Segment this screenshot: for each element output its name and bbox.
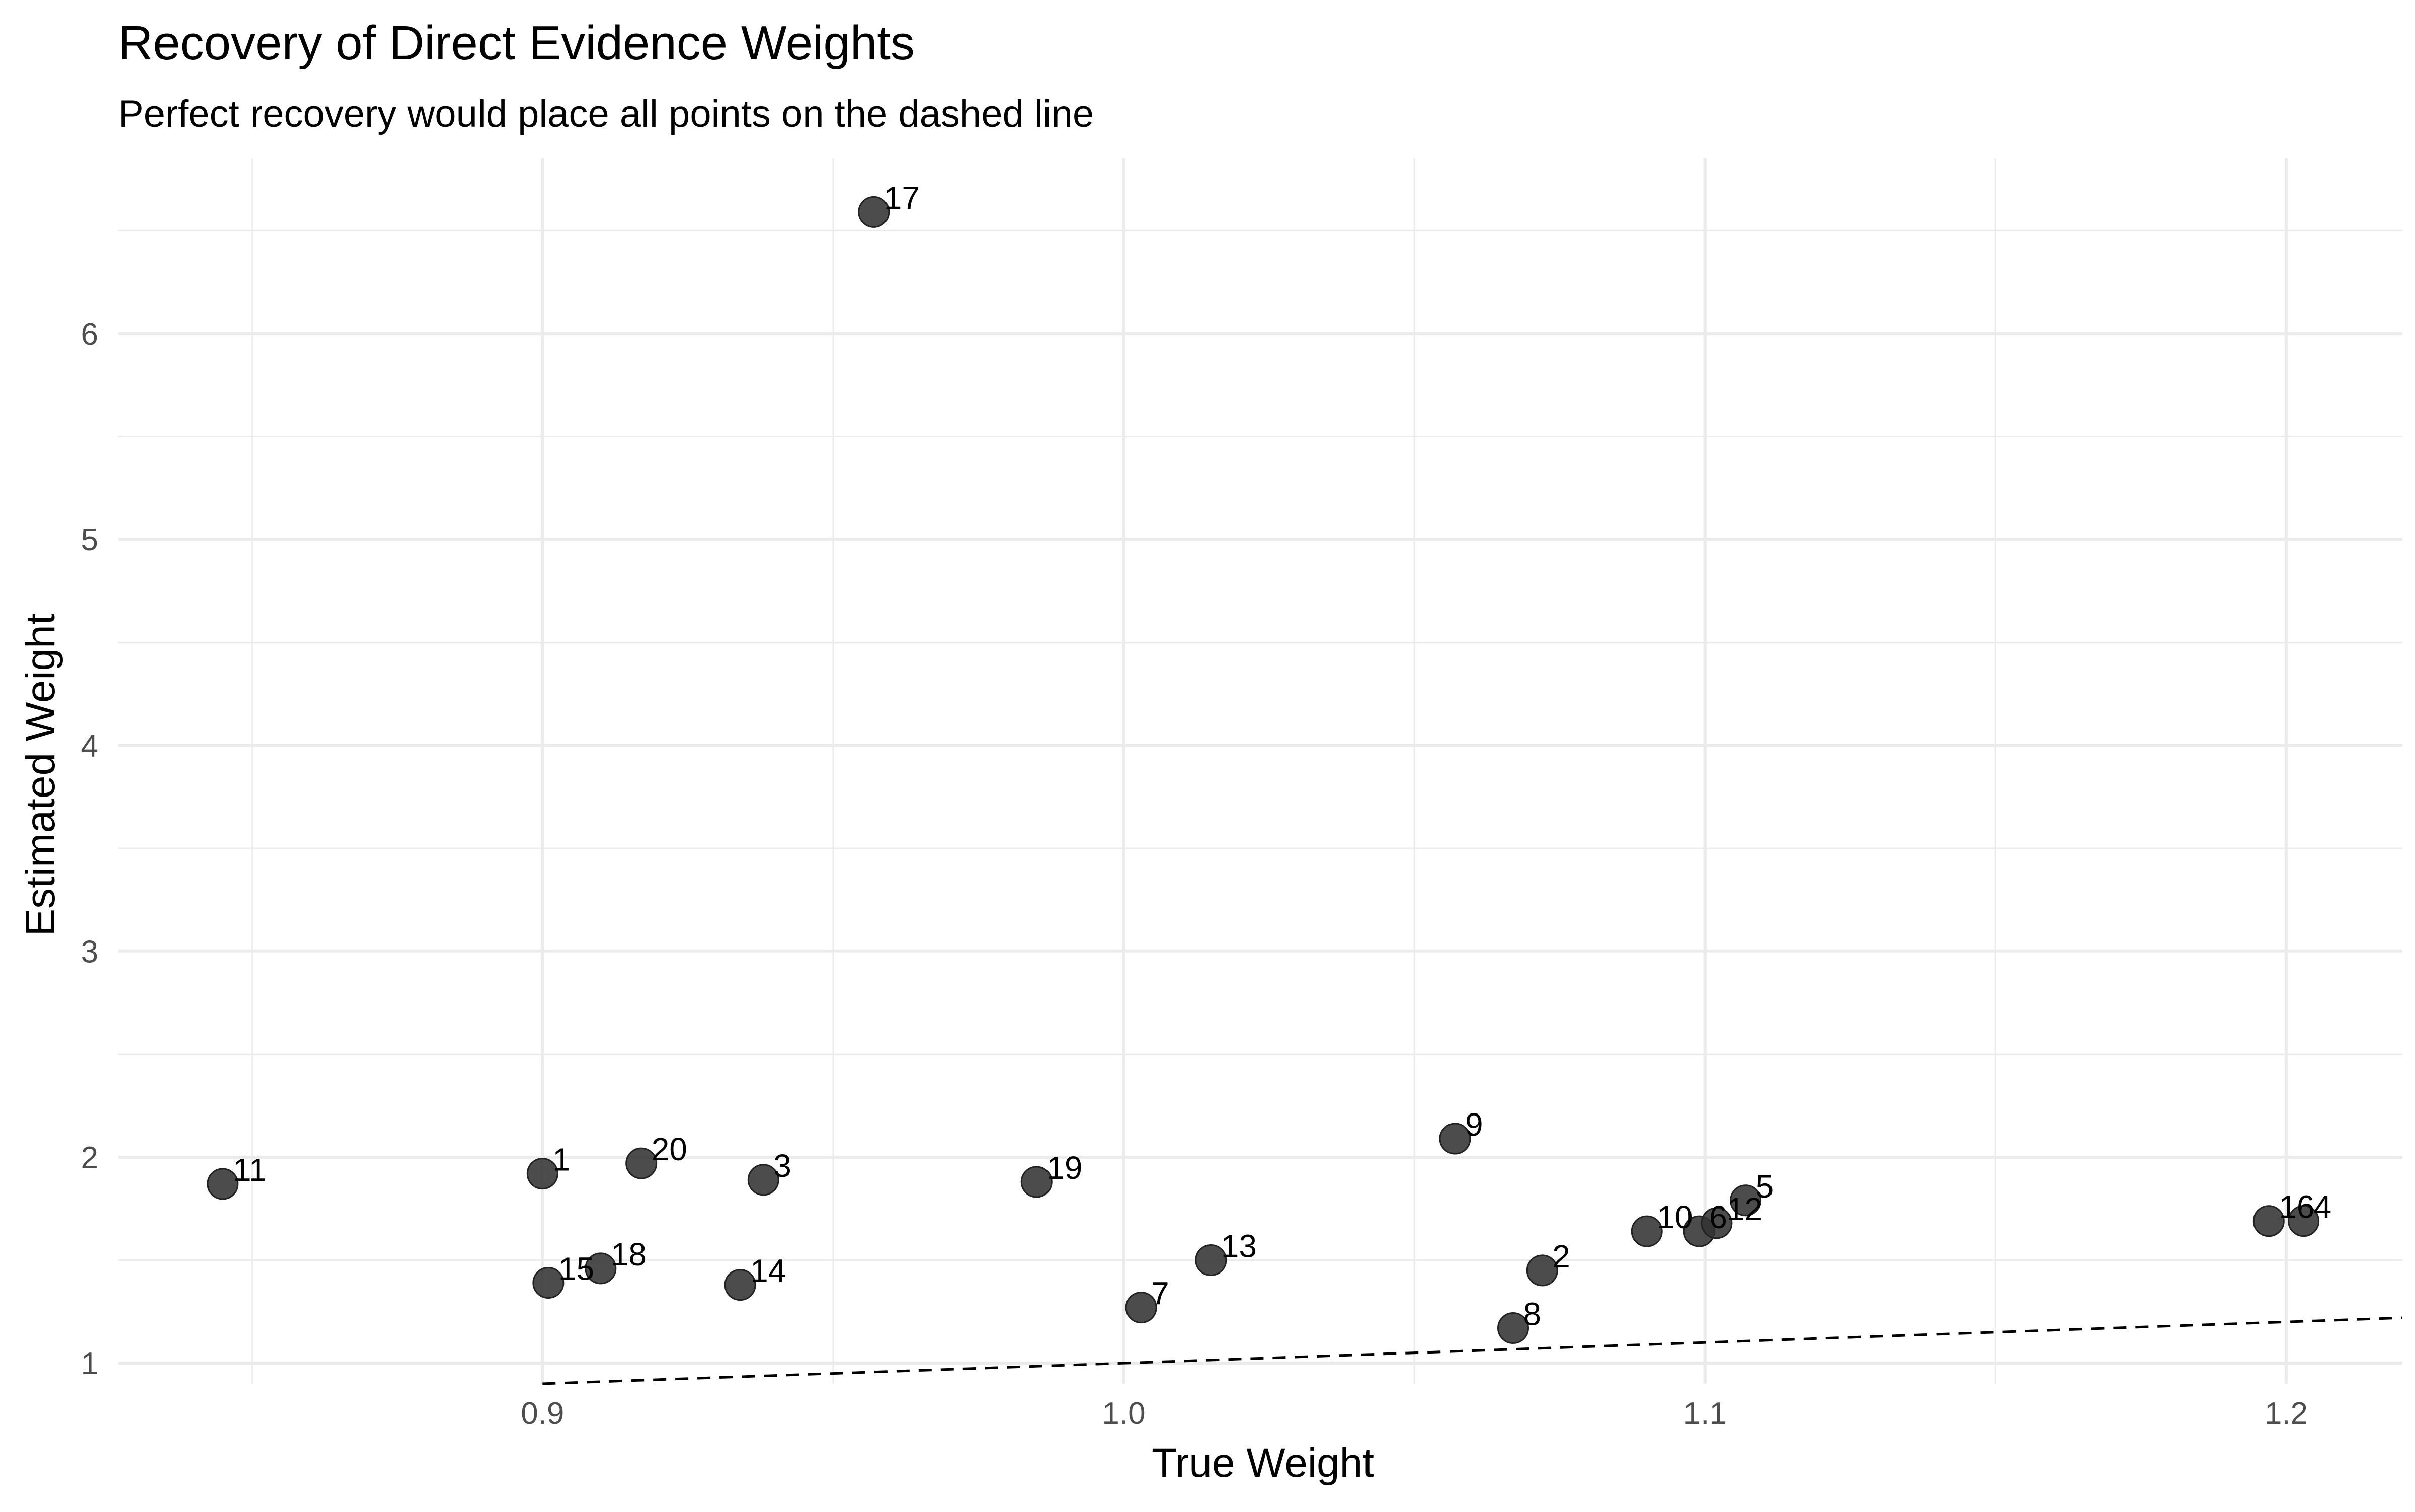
point-label-9: 9 <box>1465 1106 1483 1143</box>
point-label-7: 7 <box>1151 1276 1169 1312</box>
data-point-2 <box>1526 1254 1558 1287</box>
data-point-15 <box>532 1266 565 1299</box>
point-label-20: 20 <box>652 1131 687 1167</box>
data-point-19 <box>1020 1166 1053 1198</box>
point-label-13: 13 <box>1221 1228 1257 1264</box>
data-point-20 <box>625 1147 658 1179</box>
y-tick-label: 6 <box>81 317 98 352</box>
x-tick-label: 1.2 <box>2265 1396 2308 1431</box>
point-label-14: 14 <box>750 1253 786 1289</box>
data-point-14 <box>724 1269 756 1301</box>
data-point-1 <box>526 1158 558 1190</box>
data-point-8 <box>1497 1312 1530 1344</box>
data-point-4 <box>2288 1205 2320 1237</box>
chart-title: Recovery of Direct Evidence Weights <box>118 16 915 70</box>
point-label-11: 11 <box>233 1152 266 1188</box>
grid <box>118 158 2402 1384</box>
data-point-9 <box>1439 1123 1471 1155</box>
data-point-11 <box>207 1168 239 1200</box>
point-label-18: 18 <box>611 1236 647 1272</box>
x-tick-label: 1.0 <box>1102 1396 1145 1431</box>
y-tick-label: 2 <box>81 1141 98 1175</box>
y-tick-label: 5 <box>81 523 98 558</box>
data-point-7 <box>1125 1292 1157 1324</box>
x-tick-label: 1.1 <box>1683 1396 1727 1431</box>
x-tick-label: 0.9 <box>521 1396 564 1431</box>
data-point-16 <box>2252 1205 2285 1237</box>
data-point-12 <box>1701 1207 1733 1239</box>
data-point-3 <box>747 1164 779 1196</box>
point-label-6: 6 <box>1709 1199 1727 1235</box>
point-label-10: 10 <box>1657 1199 1693 1235</box>
point-label-1: 1 <box>552 1142 571 1178</box>
reference-line <box>542 1316 2403 1385</box>
point-label-16: 16 <box>2279 1189 2314 1225</box>
point-label-8: 8 <box>1523 1296 1542 1332</box>
data-point-5 <box>1730 1184 1762 1217</box>
y-tick-label: 3 <box>81 935 98 970</box>
point-label-4: 4 <box>2314 1189 2332 1225</box>
point-label-2: 2 <box>1552 1238 1570 1275</box>
points-group <box>207 196 2320 1344</box>
x-axis-title: True Weight <box>1152 1440 1374 1486</box>
data-point-10 <box>1631 1215 1663 1247</box>
data-point-17 <box>858 196 890 228</box>
point-label-17: 17 <box>884 180 920 216</box>
reference-line-group <box>542 1316 2403 1385</box>
x-axis-ticks: 0.9 1.0 1.1 1.2 <box>521 1396 2308 1431</box>
point-label-15: 15 <box>558 1250 594 1287</box>
point-label-3: 3 <box>773 1148 791 1184</box>
point-label-5: 5 <box>1756 1168 1774 1205</box>
data-point-18 <box>585 1252 617 1285</box>
y-tick-label: 1 <box>81 1346 98 1381</box>
y-tick-label: 4 <box>81 729 98 763</box>
point-label-12: 12 <box>1727 1191 1762 1227</box>
point-label-19: 19 <box>1046 1150 1082 1186</box>
y-axis-title: Estimated Weight <box>18 613 63 936</box>
y-axis-ticks: 1 2 3 4 5 6 <box>81 317 98 1381</box>
chart-subtitle: Perfect recovery would place all points … <box>118 93 1094 135</box>
data-point-13 <box>1195 1244 1227 1276</box>
